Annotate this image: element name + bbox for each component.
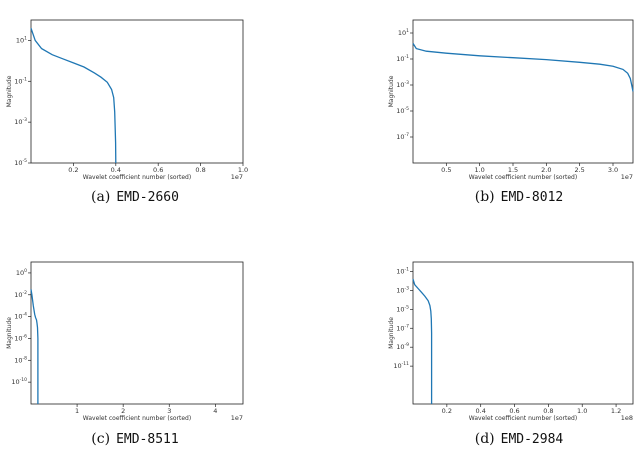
series-line — [30, 289, 39, 404]
panel-c: 1 2 3 4 100 10-2 10-4 10-6 10-8 10-10 Wavelet coef… — [6, 261, 244, 447]
series-line — [412, 43, 634, 92]
y-tick-label: 10-3 — [396, 80, 409, 89]
y-tick-label: 101 — [16, 35, 27, 44]
y-tick-label: 10-8 — [14, 355, 27, 364]
y-tick-label: 100 — [16, 268, 27, 277]
y-tick-label: 10-3 — [396, 285, 409, 294]
y-axis-label: Magnitude — [6, 317, 13, 349]
x-tick-label: 4 — [213, 407, 217, 415]
y-axis-label: Magnitude — [6, 75, 13, 107]
x-tick-label: 1.0 — [577, 407, 587, 415]
y-tick-label: 10-2 — [14, 290, 27, 299]
plot-frame — [30, 19, 244, 164]
x-tick-label: 2.0 — [541, 166, 551, 174]
series-line — [30, 27, 117, 164]
y-tick-label: 10-1 — [396, 54, 409, 63]
panel-caption: (c) EMD-8511 — [91, 431, 178, 447]
plot-frame — [30, 261, 244, 405]
y-tick-label: 10-10 — [11, 377, 27, 386]
x-tick-label: 0.6 — [153, 166, 163, 174]
x-multiplier: 1e7 — [231, 173, 243, 181]
x-tick-label: 1.0 — [474, 166, 484, 174]
x-tick-label: 3.0 — [608, 166, 618, 174]
y-tick-label: 10-4 — [14, 312, 27, 321]
plot-frame — [412, 261, 634, 405]
x-tick-label: 0.8 — [543, 407, 553, 415]
x-tick-label: 0.4 — [111, 166, 121, 174]
x-axis-label: Wavelet coefficient number (sorted) — [469, 415, 577, 422]
panel-caption: (a) EMD-2660 — [91, 189, 179, 205]
x-multiplier: 1e8 — [621, 414, 633, 422]
x-axis-label: Wavelet coefficient number (sorted) — [83, 174, 191, 181]
x-tick-label: 1.5 — [508, 166, 518, 174]
y-tick-label: 10-5 — [396, 106, 409, 115]
y-tick-label: 10-7 — [396, 132, 409, 141]
panel-caption: (b) EMD-8012 — [475, 189, 564, 205]
x-tick-label: 0.2 — [442, 407, 452, 415]
x-tick-label: 0.4 — [476, 407, 486, 415]
y-axis-label: Magnitude — [388, 317, 395, 349]
y-tick-label: 10-7 — [396, 323, 409, 332]
y-tick-label: 10-5 — [14, 158, 27, 167]
x-tick-label: 1.0 — [238, 166, 248, 174]
x-tick-label: 2.5 — [574, 166, 584, 174]
x-tick-label: 0.8 — [195, 166, 205, 174]
y-tick-label: 10-3 — [14, 117, 27, 126]
panel-b: 0.5 1.0 1.5 2.0 2.5 3.0 101 10-1 10-3 10-5 10-7 Wav… — [388, 19, 634, 205]
y-tick-label: 101 — [398, 28, 409, 37]
x-tick-label: 1.2 — [611, 407, 621, 415]
x-tick-label: 0.5 — [441, 166, 451, 174]
x-axis-label: Wavelet coefficient number (sorted) — [83, 415, 191, 422]
y-tick-label: 10-1 — [14, 76, 27, 85]
series-line — [412, 278, 433, 404]
y-tick-label: 10-9 — [396, 342, 409, 351]
y-tick-label: 10-1 — [396, 266, 409, 275]
x-tick-label: 0.6 — [509, 407, 519, 415]
x-tick-label: 1 — [75, 407, 79, 415]
panel-d: 0.2 0.4 0.6 0.8 1.0 1.2 10-1 10-3 10-5 10-7 10-9 10… — [388, 261, 634, 447]
x-multiplier: 1e7 — [621, 173, 633, 181]
x-multiplier: 1e7 — [231, 414, 243, 422]
plot-frame — [412, 19, 634, 164]
x-tick-label: 0.2 — [68, 166, 78, 174]
y-axis-label: Magnitude — [388, 75, 395, 107]
x-tick-label: 2 — [121, 407, 125, 415]
y-tick-label: 10-6 — [14, 333, 27, 342]
x-axis-label: Wavelet coefficient number (sorted) — [469, 174, 577, 181]
y-tick-label: 10-5 — [396, 304, 409, 313]
panel-a: 0.2 0.4 0.6 0.8 1.0 101 10-1 10-3 10-5 Wavelet co… — [6, 19, 248, 205]
panel-caption: (d) EMD-2984 — [475, 431, 564, 447]
x-tick-label: 3 — [167, 407, 171, 415]
y-tick-label: 10-11 — [393, 361, 409, 370]
